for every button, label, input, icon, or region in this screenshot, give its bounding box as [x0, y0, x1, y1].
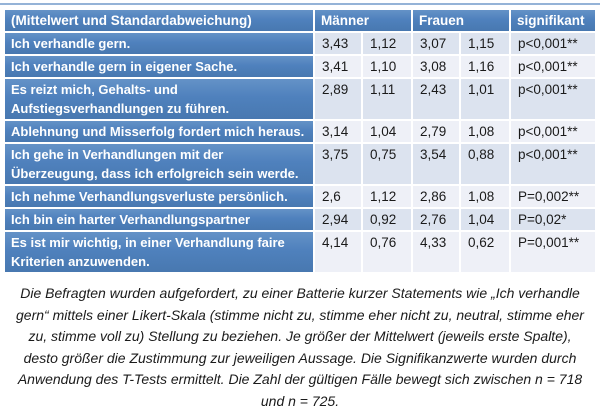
table-body: Ich verhandle gern. 3,43 1,12 3,07 1,15 … [5, 33, 595, 272]
frauen-mean-cell: 4,33 [413, 232, 459, 272]
frauen-mean-cell: 2,76 [413, 209, 459, 230]
frauen-sd-cell: 1,16 [461, 56, 509, 77]
header-signifikant: signifikant [511, 10, 595, 31]
maenner-mean-cell: 3,43 [315, 33, 361, 54]
statement-cell: Ich bin ein harter Verhandlungspartner [5, 209, 313, 230]
table-row: Ablehnung und Misserfolg fordert mich he… [5, 121, 595, 142]
table-row: Es reizt mich, Gehalts- und Aufstiegsver… [5, 79, 595, 119]
maenner-sd-cell: 1,04 [363, 121, 411, 142]
frauen-mean-cell: 2,86 [413, 186, 459, 207]
maenner-mean-cell: 2,6 [315, 186, 361, 207]
header-maenner: Männer [315, 10, 411, 31]
maenner-mean-cell: 3,14 [315, 121, 361, 142]
frauen-mean-cell: 3,07 [413, 33, 459, 54]
statement-cell: Es reizt mich, Gehalts- und Aufstiegsver… [5, 79, 313, 119]
table-row: Es ist mir wichtig, in einer Verhandlung… [5, 232, 595, 272]
significance-cell: P=0,02* [511, 209, 595, 230]
frauen-sd-cell: 1,08 [461, 121, 509, 142]
table-header-row: (Mittelwert und Standardabweichung) Männ… [5, 10, 595, 31]
significance-cell: p<0,001** [511, 144, 595, 184]
frauen-mean-cell: 2,43 [413, 79, 459, 119]
frauen-mean-cell: 3,08 [413, 56, 459, 77]
table-top-border [0, 3, 600, 5]
statement-cell: Ich gehe in Verhandlungen mit der Überze… [5, 144, 313, 184]
statement-cell: Ich nehme Verhandlungsverluste persönlic… [5, 186, 313, 207]
maenner-sd-cell: 0,92 [363, 209, 411, 230]
table-row: Ich nehme Verhandlungsverluste persönlic… [5, 186, 595, 207]
maenner-sd-cell: 1,12 [363, 186, 411, 207]
statement-cell: Es ist mir wichtig, in einer Verhandlung… [5, 232, 313, 272]
header-mittelwert-standardabweichung: (Mittelwert und Standardabweichung) [5, 10, 313, 31]
page: (Mittelwert und Standardabweichung) Männ… [0, 3, 600, 410]
statement-cell: Ich verhandle gern. [5, 33, 313, 54]
frauen-sd-cell: 0,62 [461, 232, 509, 272]
maenner-sd-cell: 0,75 [363, 144, 411, 184]
table-row: Ich verhandle gern in eigener Sache. 3,4… [5, 56, 595, 77]
frauen-sd-cell: 0,88 [461, 144, 509, 184]
significance-cell: P=0,001** [511, 232, 595, 272]
table-row: Ich bin ein harter Verhandlungspartner 2… [5, 209, 595, 230]
table-row: Ich verhandle gern. 3,43 1,12 3,07 1,15 … [5, 33, 595, 54]
maenner-mean-cell: 3,75 [315, 144, 361, 184]
results-table: (Mittelwert und Standardabweichung) Männ… [3, 8, 597, 274]
statement-cell: Ich verhandle gern in eigener Sache. [5, 56, 313, 77]
frauen-mean-cell: 3,54 [413, 144, 459, 184]
frauen-sd-cell: 1,15 [461, 33, 509, 54]
significance-cell: p<0,001** [511, 56, 595, 77]
maenner-mean-cell: 2,89 [315, 79, 361, 119]
significance-cell: p<0,001** [511, 33, 595, 54]
significance-cell: P=0,002** [511, 186, 595, 207]
frauen-sd-cell: 1,08 [461, 186, 509, 207]
frauen-sd-cell: 1,04 [461, 209, 509, 230]
maenner-mean-cell: 4,14 [315, 232, 361, 272]
maenner-mean-cell: 3,41 [315, 56, 361, 77]
statement-cell: Ablehnung und Misserfolg fordert mich he… [5, 121, 313, 142]
frauen-mean-cell: 2,79 [413, 121, 459, 142]
maenner-sd-cell: 1,11 [363, 79, 411, 119]
maenner-mean-cell: 2,94 [315, 209, 361, 230]
frauen-sd-cell: 1,01 [461, 79, 509, 119]
significance-cell: p<0,001** [511, 79, 595, 119]
header-frauen: Frauen [413, 10, 509, 31]
footnote-text: Die Befragten wurden aufgefordert, zu ei… [16, 285, 584, 409]
maenner-sd-cell: 0,76 [363, 232, 411, 272]
significance-cell: p<0,001** [511, 121, 595, 142]
maenner-sd-cell: 1,10 [363, 56, 411, 77]
table-row: Ich gehe in Verhandlungen mit der Überze… [5, 144, 595, 184]
maenner-sd-cell: 1,12 [363, 33, 411, 54]
